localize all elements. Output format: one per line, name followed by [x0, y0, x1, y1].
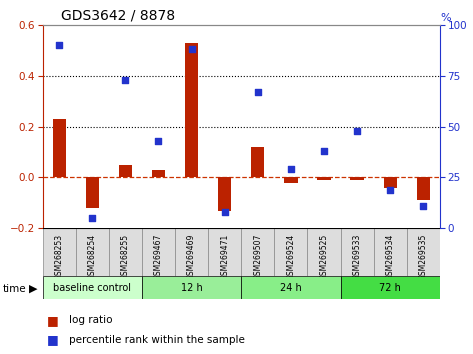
Bar: [185, 42, 198, 177]
Bar: [384, 177, 397, 188]
Bar: [152, 170, 165, 177]
Text: 72 h: 72 h: [379, 282, 401, 293]
Bar: [43, 228, 76, 276]
Bar: [241, 228, 274, 276]
Text: GSM268253: GSM268253: [54, 234, 64, 280]
Bar: [142, 276, 241, 299]
Bar: [274, 228, 307, 276]
Bar: [218, 177, 231, 211]
Text: ■: ■: [47, 314, 59, 327]
Bar: [317, 177, 331, 180]
Point: [254, 89, 262, 95]
Text: GSM269467: GSM269467: [154, 234, 163, 280]
Point: [155, 138, 162, 144]
Text: 24 h: 24 h: [280, 282, 302, 293]
Bar: [241, 276, 341, 299]
Bar: [350, 177, 364, 180]
Text: GSM269471: GSM269471: [220, 234, 229, 280]
Bar: [43, 276, 142, 299]
Text: GDS3642 / 8878: GDS3642 / 8878: [61, 9, 175, 23]
Bar: [119, 165, 132, 177]
Bar: [53, 119, 66, 177]
Text: %: %: [440, 13, 450, 23]
Bar: [86, 177, 99, 208]
Text: log ratio: log ratio: [69, 315, 112, 325]
Text: GSM269525: GSM269525: [319, 234, 329, 280]
Text: GSM268255: GSM268255: [121, 234, 130, 280]
Bar: [341, 276, 440, 299]
Text: ▶: ▶: [29, 284, 38, 293]
Text: GSM269507: GSM269507: [253, 234, 263, 280]
Text: percentile rank within the sample: percentile rank within the sample: [69, 335, 245, 345]
Point: [287, 166, 295, 172]
Bar: [251, 147, 264, 177]
Point: [122, 77, 129, 82]
Bar: [341, 228, 374, 276]
Text: baseline control: baseline control: [53, 282, 131, 293]
Bar: [417, 177, 430, 200]
Text: GSM268254: GSM268254: [88, 234, 97, 280]
Text: time: time: [2, 284, 26, 293]
Point: [353, 128, 361, 133]
Point: [420, 203, 427, 209]
Point: [386, 187, 394, 193]
Bar: [407, 228, 440, 276]
Text: GSM269535: GSM269535: [419, 234, 428, 280]
Text: ■: ■: [47, 333, 59, 346]
Point: [320, 148, 328, 154]
Text: 12 h: 12 h: [181, 282, 202, 293]
Bar: [109, 228, 142, 276]
Bar: [76, 228, 109, 276]
Bar: [142, 228, 175, 276]
Point: [221, 209, 228, 215]
Text: GSM269469: GSM269469: [187, 234, 196, 280]
Bar: [208, 228, 241, 276]
Point: [55, 42, 63, 48]
Bar: [374, 228, 407, 276]
Text: GSM269524: GSM269524: [286, 234, 296, 280]
Bar: [284, 177, 298, 183]
Point: [188, 46, 195, 52]
Bar: [307, 228, 341, 276]
Point: [88, 215, 96, 221]
Text: GSM269534: GSM269534: [385, 234, 395, 280]
Text: GSM269533: GSM269533: [352, 234, 362, 280]
Bar: [175, 228, 208, 276]
